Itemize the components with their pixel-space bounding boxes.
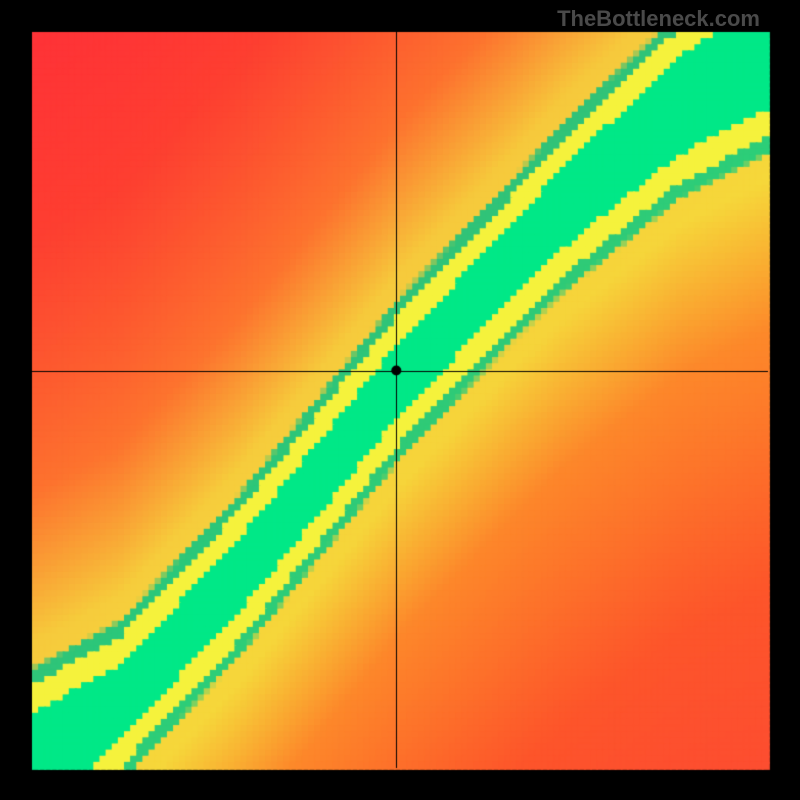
watermark-text: TheBottleneck.com — [557, 6, 760, 32]
bottleneck-heatmap — [0, 0, 800, 800]
chart-container: TheBottleneck.com — [0, 0, 800, 800]
